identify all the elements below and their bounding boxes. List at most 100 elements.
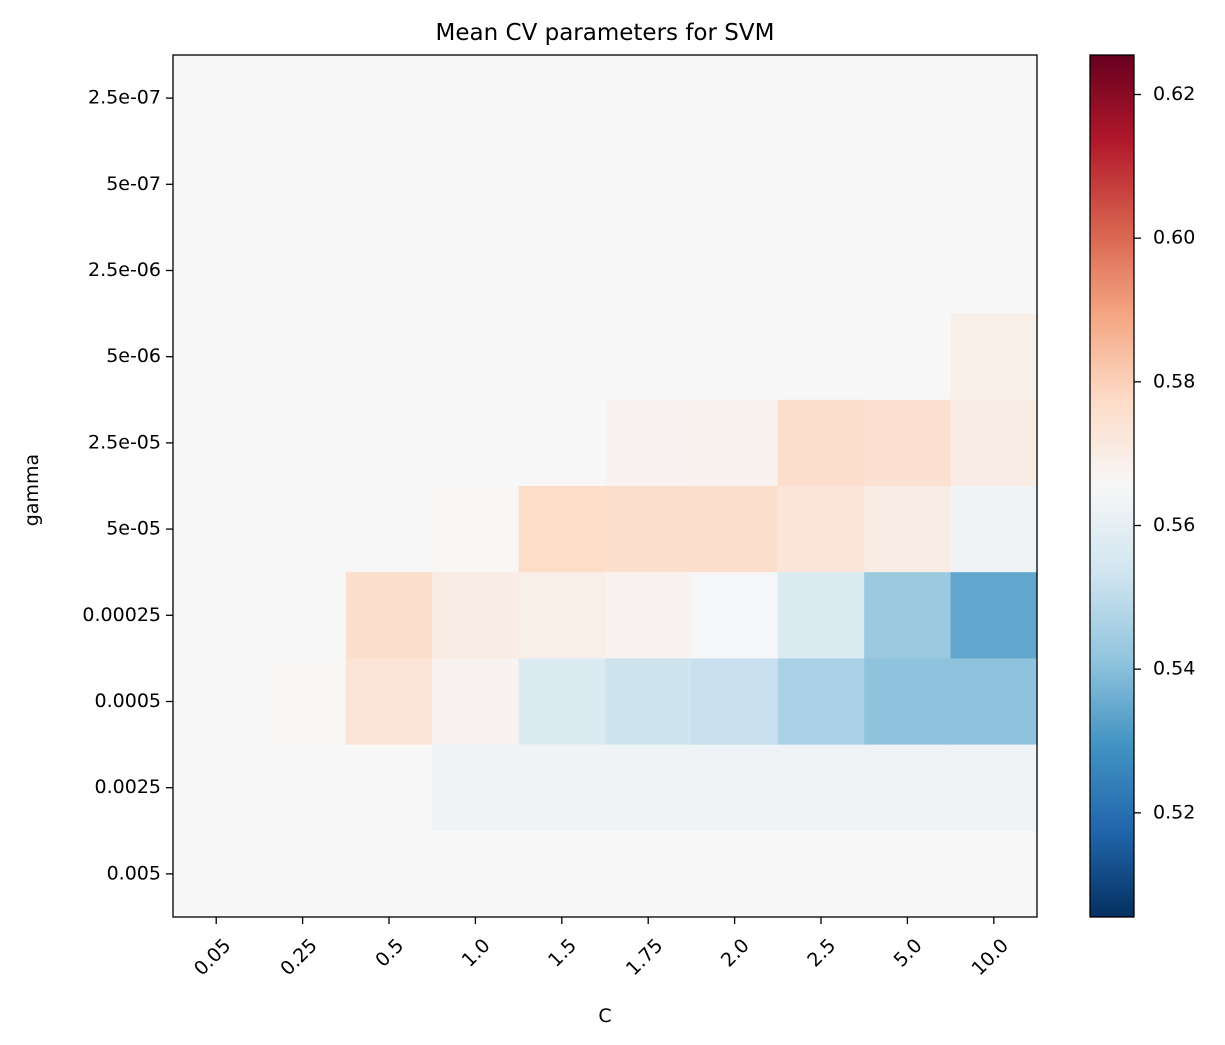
x-tick-label: 1.75 [622, 935, 667, 980]
heatmap-cell [432, 313, 520, 401]
x-tick-label: 2.0 [717, 935, 754, 972]
heatmap-cell [864, 313, 952, 401]
heatmap-cell [173, 227, 260, 315]
heatmap-cell [864, 744, 952, 832]
heatmap-cell [345, 658, 433, 746]
y-tick-label: 0.00025 [82, 604, 161, 626]
y-tick-label: 2.5e-06 [88, 259, 161, 281]
heatmap-cell [691, 744, 779, 832]
y-tick-label: 5e-07 [106, 173, 161, 195]
heatmap-cell [432, 227, 520, 315]
plot-frame [172, 54, 1038, 918]
colorbar-tick-label: 0.56 [1153, 514, 1195, 536]
y-tick-label: 0.0005 [95, 690, 161, 712]
x-tick-label: 0.25 [276, 935, 321, 980]
heatmap-cell [691, 399, 779, 487]
heatmap-cell [777, 399, 865, 487]
x-axis-label: C [598, 1005, 611, 1027]
colorbar-tick-label: 0.58 [1153, 370, 1195, 392]
heatmap-cell [950, 486, 1038, 573]
heatmap-cell [691, 227, 779, 315]
heatmap-cell [432, 658, 520, 746]
heatmap-cell [864, 399, 952, 487]
heatmap-cell [259, 399, 347, 487]
heatmap-cell [259, 313, 347, 401]
heatmap-cell [259, 227, 347, 315]
heatmap-cell [345, 313, 433, 401]
heatmap-cell [518, 399, 606, 487]
heatmap-cells [173, 55, 1038, 918]
heatmap-cell [605, 55, 692, 142]
heatmap-cell [950, 572, 1038, 659]
heatmap-cell [950, 658, 1038, 746]
heatmap-cell [950, 227, 1038, 315]
heatmap-cell [432, 399, 520, 487]
y-tick-label: 2.5e-05 [88, 431, 161, 453]
y-tick-label: 5e-05 [106, 518, 161, 540]
heatmap-cell [777, 744, 865, 832]
heatmap-cell [259, 658, 347, 746]
heatmap-cell [950, 55, 1038, 142]
x-axis-ticks: 0.05 0.25 0.5 1.0 1.5 1.75 2.0 2.5 5.0 10.0 [190, 917, 1013, 980]
heatmap-cell [605, 744, 692, 832]
heatmap-cell [950, 744, 1038, 832]
x-tick-label: 2.5 [803, 935, 840, 972]
heatmap-cell [605, 227, 692, 315]
heatmap-cell [864, 486, 952, 573]
heatmap-cell [605, 572, 692, 659]
colorbar-ticks: 0.52 0.54 0.56 0.58 0.60 0.62 [1134, 83, 1195, 823]
x-tick-label: 0.05 [190, 935, 235, 980]
heatmap-cell [173, 744, 260, 832]
heatmap-cell [605, 830, 692, 918]
heatmap-cell [432, 744, 520, 832]
heatmap-cell [777, 572, 865, 659]
heatmap-cell [432, 486, 520, 573]
heatmap-cell [432, 141, 520, 228]
heatmap-cell [605, 313, 692, 401]
y-axis-ticks: 2.5e-07 5e-07 2.5e-06 5e-06 2.5e-05 5e-05 0.00… [82, 87, 173, 884]
heatmap-cell [345, 141, 433, 228]
heatmap-cell [345, 572, 433, 659]
heatmap-cell [777, 141, 865, 228]
heatmap-cell [864, 572, 952, 659]
x-tick-label: 1.5 [544, 935, 581, 972]
heatmap-cell [518, 141, 606, 228]
y-tick-label: 0.0025 [95, 776, 161, 798]
x-tick-label: 10.0 [967, 935, 1012, 980]
chart-title: Mean CV parameters for SVM [436, 20, 775, 46]
heatmap-cell [691, 55, 779, 142]
heatmap-cell [259, 744, 347, 832]
heatmap-cell [259, 572, 347, 659]
heatmap-cell [518, 313, 606, 401]
heatmap-cell [777, 55, 865, 142]
heatmap-cell [518, 55, 606, 142]
colorbar-tick-label: 0.62 [1153, 83, 1195, 105]
heatmap-cell [345, 486, 433, 573]
heatmap-cell [864, 658, 952, 746]
heatmap-cell [173, 55, 260, 142]
heatmap-cell [259, 55, 347, 142]
colorbar-tick-label: 0.60 [1153, 227, 1195, 249]
heatmap-cell [518, 830, 606, 918]
colorbar-tick-label: 0.52 [1153, 801, 1195, 823]
heatmap-cell [518, 486, 606, 573]
heatmap-cell [777, 658, 865, 746]
heatmap-cell [432, 830, 520, 918]
heatmap-cell [259, 486, 347, 573]
heatmap-cell [691, 830, 779, 918]
heatmap-cell [173, 313, 260, 401]
heatmap-cell [518, 744, 606, 832]
y-axis-label: gamma [21, 454, 43, 526]
heatmap-cell [691, 313, 779, 401]
heatmap-cell [605, 486, 692, 573]
heatmap-cell [864, 55, 952, 142]
heatmap-cell [864, 227, 952, 315]
heatmap-cell [173, 572, 260, 659]
x-tick-label: 5.0 [890, 935, 927, 972]
y-tick-label: 2.5e-07 [88, 87, 161, 109]
heatmap-cell [691, 141, 779, 228]
heatmap-cell [950, 830, 1038, 918]
heatmap-cell [864, 141, 952, 228]
heatmap-cell [345, 55, 433, 142]
